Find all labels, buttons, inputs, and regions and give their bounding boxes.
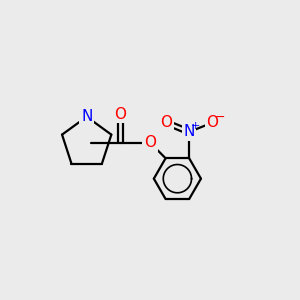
Text: −: − bbox=[215, 111, 226, 124]
Text: O: O bbox=[115, 106, 127, 122]
Text: O: O bbox=[144, 135, 156, 150]
Text: O: O bbox=[160, 116, 172, 130]
Text: O: O bbox=[206, 116, 218, 130]
Text: N: N bbox=[184, 124, 195, 139]
Text: N: N bbox=[81, 109, 92, 124]
Text: +: + bbox=[190, 121, 200, 131]
